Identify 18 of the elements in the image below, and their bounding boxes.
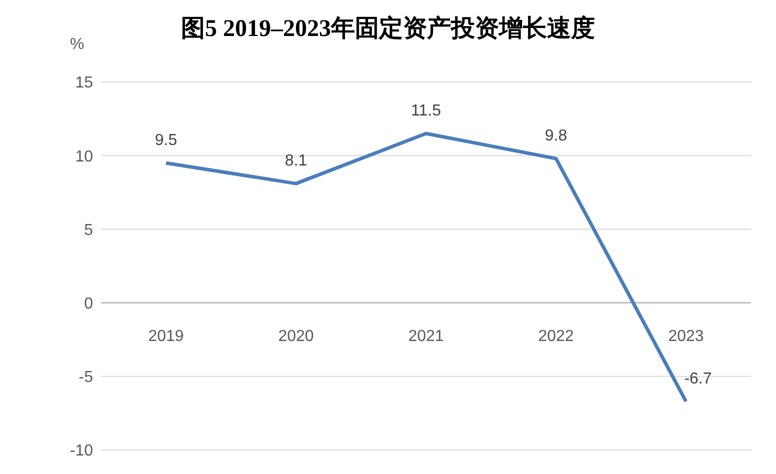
y-tick-label: 0 (84, 295, 94, 312)
y-tick-label: -5 (78, 369, 94, 386)
x-tick-label: 2019 (148, 328, 184, 345)
data-label: 11.5 (411, 102, 442, 120)
chart-title: 图5 2019–2023年固定资产投资增长速度 (181, 16, 595, 42)
x-tick-label: 2022 (538, 328, 574, 345)
data-label: 9.8 (544, 128, 568, 145)
x-tick-label: 2023 (668, 328, 704, 345)
y-tick-label: 15 (75, 74, 94, 92)
data-label: 8.1 (284, 152, 308, 170)
x-tick-label: 2020 (278, 328, 314, 345)
x-tick-label: 2021 (408, 328, 444, 345)
y-tick-label: 10 (75, 148, 94, 166)
y-tick-label: -10 (70, 442, 94, 460)
y-tick-label: 5 (84, 222, 94, 239)
data-label: -6.7 (684, 370, 712, 388)
data-label: 9.5 (154, 132, 178, 149)
y-axis-title: % (70, 36, 84, 54)
